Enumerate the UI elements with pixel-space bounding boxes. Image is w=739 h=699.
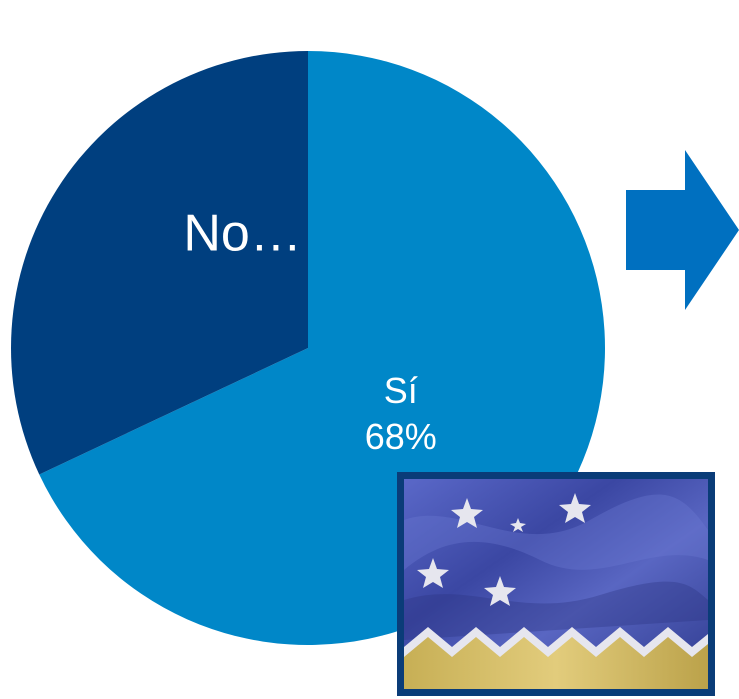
slice-label-1: No… [183,204,301,262]
slice-value-label: 68% [365,416,437,457]
pie-labels: Sí 68% No… [183,204,436,457]
magallanes-flag-image [397,472,715,696]
pie-slice-1 [11,51,309,475]
arrow-right-icon [626,150,739,310]
slice-label-0: Sí 68% [365,370,437,457]
slice-category-label: Sí [384,370,418,411]
